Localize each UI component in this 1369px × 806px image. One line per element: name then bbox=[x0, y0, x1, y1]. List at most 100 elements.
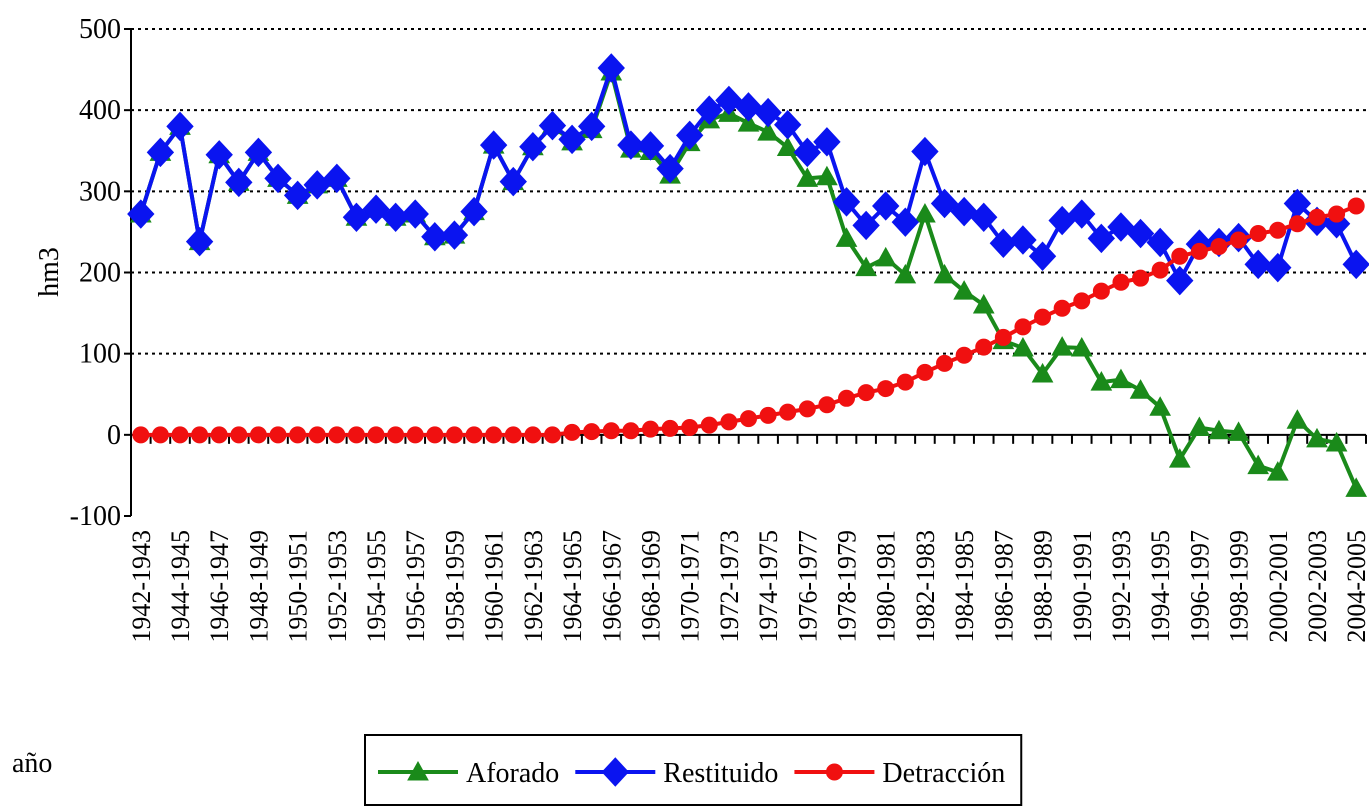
marker bbox=[1031, 362, 1054, 383]
x-tick-label: 1986-1987 bbox=[989, 530, 1018, 643]
y-tick-label: 100 bbox=[79, 339, 121, 370]
x-tick-label: 1964-1965 bbox=[558, 530, 587, 643]
x-tick-label: 1992-1993 bbox=[1107, 530, 1136, 643]
marker bbox=[406, 426, 424, 444]
marker bbox=[151, 426, 169, 444]
marker bbox=[1146, 227, 1174, 258]
marker bbox=[1151, 261, 1169, 279]
x-tick-label: 1984-1985 bbox=[950, 530, 979, 643]
marker bbox=[1132, 269, 1150, 287]
marker bbox=[440, 220, 469, 250]
x-tick-label: 2004-2005 bbox=[1342, 530, 1369, 643]
marker bbox=[891, 207, 920, 237]
marker bbox=[759, 406, 777, 424]
marker bbox=[1166, 265, 1194, 296]
marker bbox=[1028, 241, 1057, 272]
marker bbox=[289, 426, 307, 444]
marker bbox=[362, 194, 390, 224]
x-tick-label: 1966-1967 bbox=[597, 530, 626, 643]
marker bbox=[695, 95, 723, 125]
marker bbox=[1112, 273, 1130, 291]
marker bbox=[936, 354, 954, 372]
marker bbox=[1126, 218, 1155, 249]
marker bbox=[1264, 252, 1292, 283]
x-tick-label: 1960-1961 bbox=[480, 530, 509, 643]
x-tick-label: 1942-1943 bbox=[127, 530, 156, 643]
marker bbox=[205, 140, 233, 170]
x-tick-label: 2002-2003 bbox=[1303, 530, 1332, 643]
marker bbox=[1210, 238, 1228, 256]
marker bbox=[953, 280, 975, 300]
x-tick-label: 1998-1999 bbox=[1225, 530, 1254, 643]
marker bbox=[269, 426, 287, 444]
marker bbox=[146, 137, 175, 168]
marker bbox=[191, 426, 209, 444]
x-tick-label: 1956-1957 bbox=[401, 530, 430, 643]
marker bbox=[421, 222, 449, 252]
marker bbox=[524, 426, 542, 444]
marker bbox=[700, 416, 718, 434]
marker bbox=[407, 760, 429, 781]
marker bbox=[970, 202, 998, 233]
marker bbox=[779, 403, 797, 421]
marker bbox=[347, 426, 365, 444]
marker bbox=[387, 426, 405, 444]
y-tick-label: 500 bbox=[79, 14, 121, 45]
marker bbox=[874, 246, 897, 267]
marker bbox=[225, 167, 253, 198]
marker bbox=[1149, 396, 1172, 416]
marker bbox=[1342, 249, 1369, 280]
legend-label: Aforado bbox=[466, 758, 559, 789]
marker bbox=[754, 97, 782, 128]
marker bbox=[1051, 336, 1074, 356]
marker bbox=[283, 180, 312, 211]
marker bbox=[1087, 223, 1116, 254]
marker bbox=[972, 293, 995, 314]
marker bbox=[994, 328, 1012, 346]
marker bbox=[323, 163, 351, 194]
marker bbox=[681, 419, 699, 437]
marker bbox=[798, 400, 816, 418]
marker bbox=[776, 136, 799, 157]
marker bbox=[676, 120, 704, 151]
x-tick-label: 1972-1973 bbox=[715, 530, 744, 643]
marker bbox=[543, 426, 561, 444]
marker bbox=[1328, 205, 1346, 223]
marker bbox=[1068, 199, 1096, 229]
x-axis-label: año bbox=[12, 748, 52, 779]
marker bbox=[1168, 448, 1191, 468]
marker bbox=[519, 131, 547, 162]
marker bbox=[1090, 371, 1113, 391]
marker bbox=[597, 53, 625, 83]
marker bbox=[1208, 419, 1230, 440]
x-tick-label: 1990-1991 bbox=[1068, 530, 1097, 643]
marker bbox=[857, 384, 875, 402]
marker bbox=[1092, 282, 1110, 300]
x-tick-label: 1980-1981 bbox=[872, 530, 901, 643]
marker bbox=[485, 426, 503, 444]
marker bbox=[852, 210, 880, 241]
x-tick-label: 1948-1949 bbox=[244, 530, 273, 643]
marker bbox=[1171, 247, 1189, 265]
marker bbox=[757, 121, 779, 141]
marker bbox=[656, 153, 684, 184]
marker bbox=[328, 426, 346, 444]
marker bbox=[641, 420, 659, 438]
x-tick-label: 1950-1951 bbox=[284, 530, 313, 643]
marker bbox=[955, 346, 973, 364]
marker bbox=[855, 256, 877, 277]
marker bbox=[249, 426, 267, 444]
marker bbox=[661, 419, 679, 437]
marker bbox=[1247, 454, 1270, 475]
marker bbox=[426, 426, 444, 444]
marker bbox=[832, 187, 861, 217]
marker bbox=[1190, 242, 1208, 260]
marker bbox=[933, 263, 956, 284]
marker bbox=[975, 338, 993, 356]
marker bbox=[558, 124, 586, 155]
marker bbox=[1227, 421, 1250, 441]
marker bbox=[1110, 368, 1132, 389]
marker bbox=[1269, 221, 1287, 239]
marker bbox=[622, 422, 640, 440]
marker bbox=[460, 196, 488, 227]
